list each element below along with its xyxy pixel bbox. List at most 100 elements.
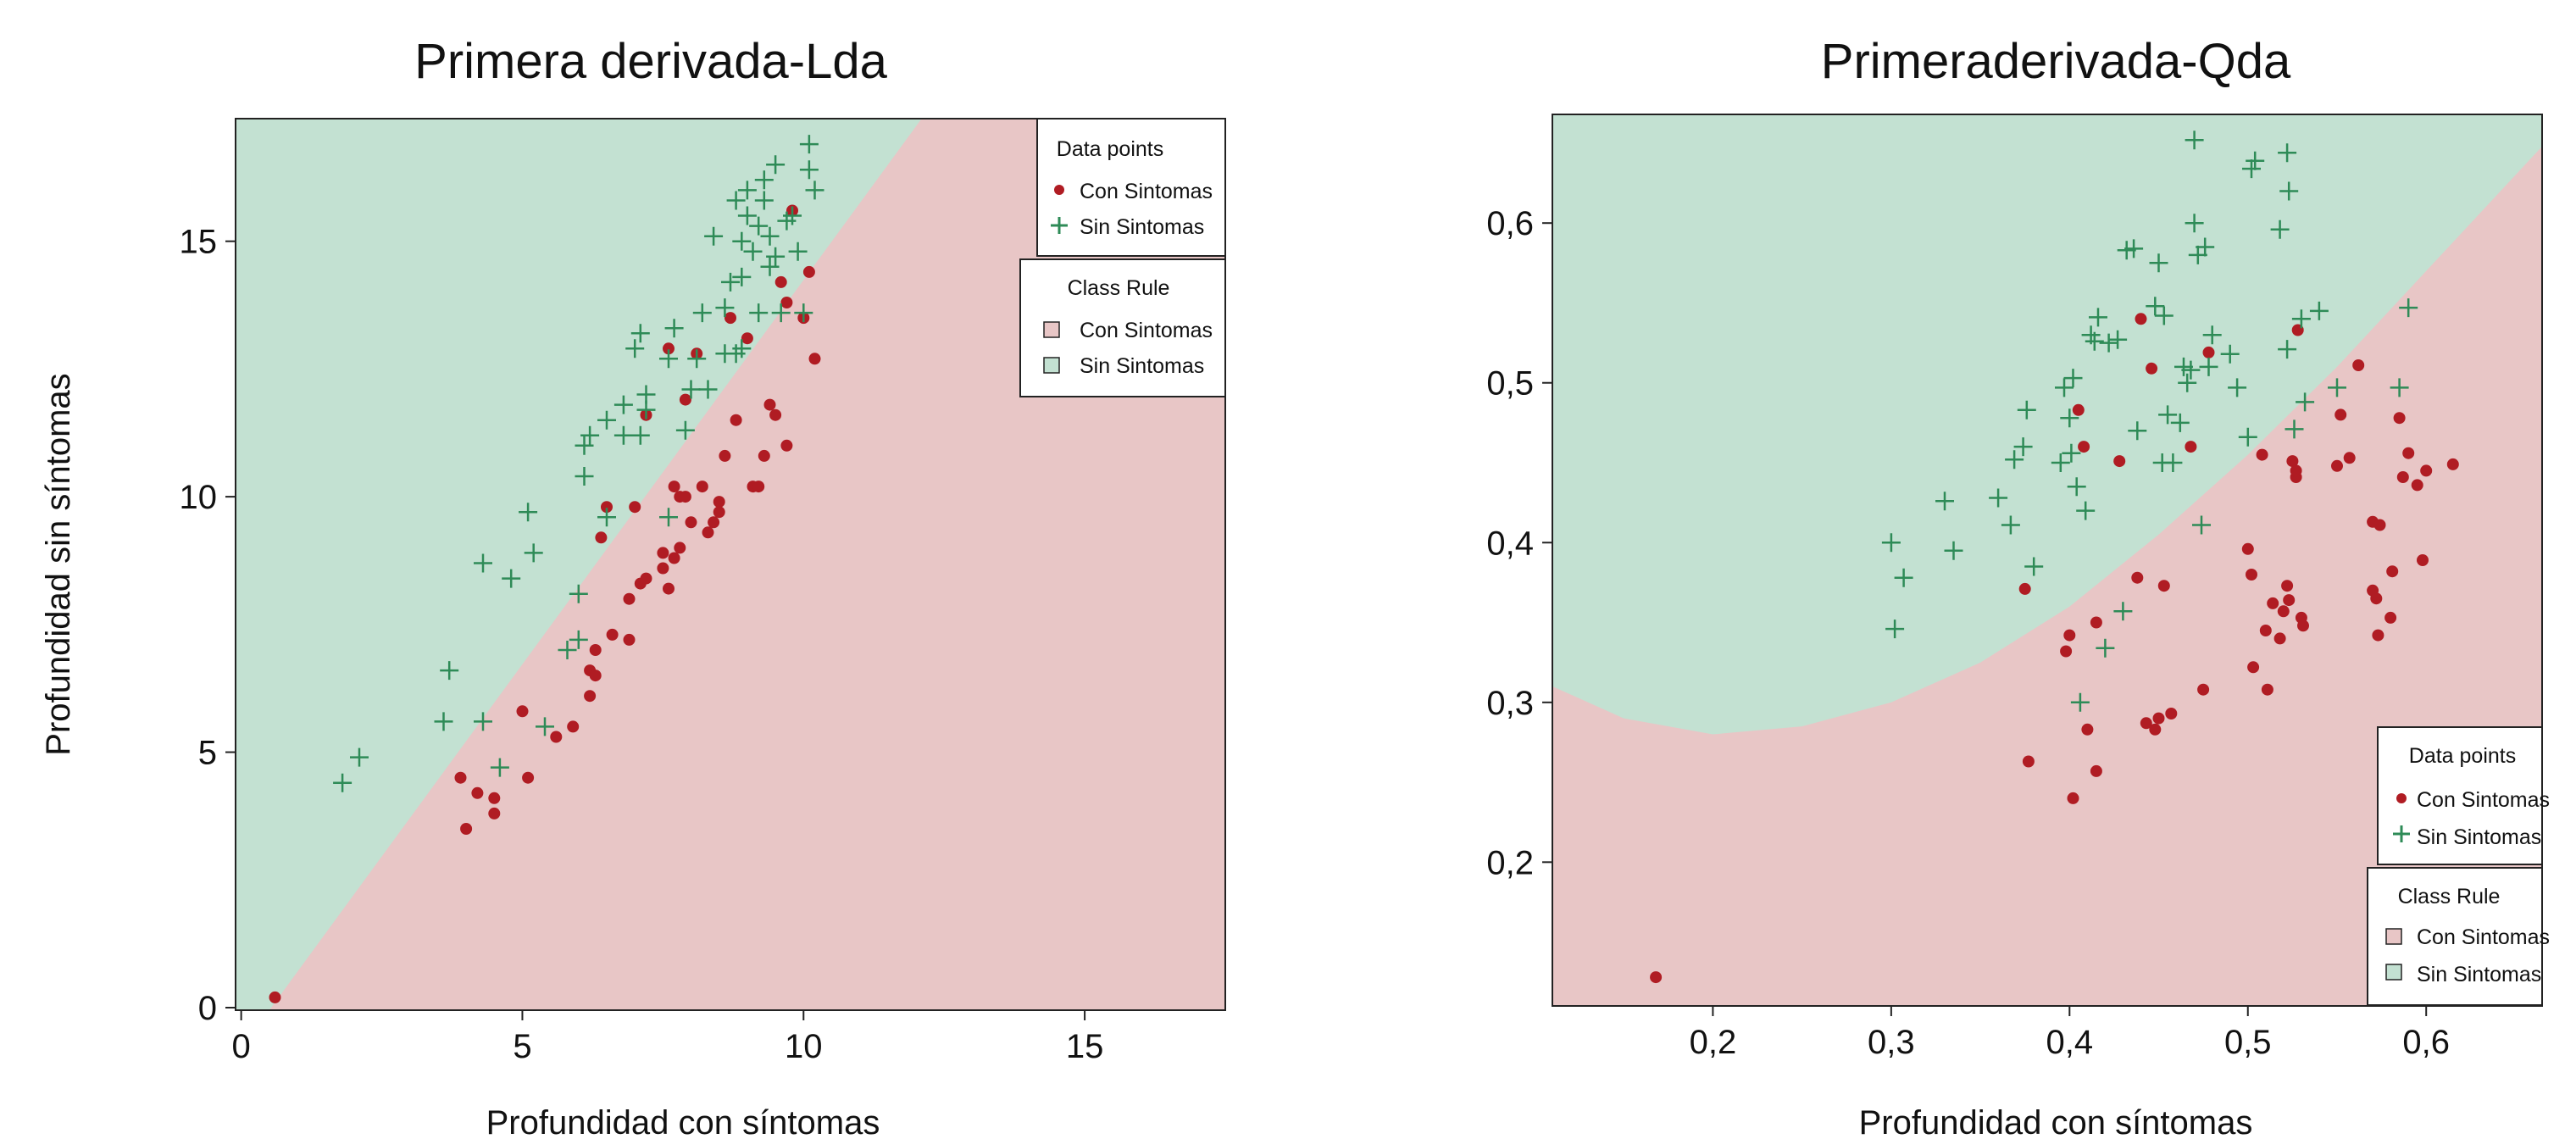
lda-point-sin-27: [659, 508, 678, 527]
qda-point-sin-33: [2158, 405, 2178, 425]
lda-point-sin-0: [333, 773, 353, 792]
lda-point-sin-50: [766, 155, 786, 175]
qda-point-con-54: [2411, 479, 2423, 492]
qda-legend-con-swatch: [2385, 928, 2402, 945]
qda-point-sin-21: [2089, 308, 2107, 327]
qda-point-con-22: [2202, 346, 2215, 358]
qda-point-sin-13: [2060, 408, 2079, 428]
qda-point-sin-46: [2220, 344, 2240, 364]
lda-point-sin-55: [788, 242, 808, 261]
lda-point-sin-22: [630, 324, 650, 343]
lda-point-sin-26: [659, 349, 678, 369]
lda-point-con-0: [269, 991, 281, 1003]
lda-point-con-1: [454, 771, 467, 784]
qda-point-sin-6: [2001, 515, 2020, 535]
qda-point-con-40: [2331, 459, 2343, 472]
lda-point-con-36: [702, 526, 714, 539]
lda-point-sin-29: [675, 420, 695, 440]
qda-point-sin-43: [2196, 237, 2215, 257]
lda-point-con-21: [640, 572, 652, 585]
lda-point-con-14: [595, 531, 608, 544]
qda-point-con-34: [2286, 455, 2299, 468]
lda-point-con-39: [713, 506, 725, 519]
qda-legend-sin-rule-label: Sin Sintomas: [2417, 963, 2541, 986]
lda-point-con-3: [471, 786, 484, 799]
lda-x-tick-label-3: 15: [1066, 1028, 1104, 1065]
qda-y-tick-label-3: 0,5: [1486, 365, 1534, 403]
lda-point-sin-54: [783, 206, 802, 225]
qda-point-con-46: [2370, 592, 2383, 605]
qda-point-con-3: [2060, 645, 2073, 658]
qda-point-sin-40: [2185, 131, 2204, 150]
lda-point-sin-56: [794, 303, 813, 323]
qda-legend-data-points: Data points Con Sintomas Sin Sintomas: [2377, 726, 2550, 865]
qda-point-con-8: [2081, 723, 2094, 736]
lda-point-con-10: [584, 690, 597, 703]
lda-point-con-19: [629, 501, 641, 514]
lda-point-con-12: [589, 644, 602, 656]
qda-point-sin-35: [2170, 413, 2190, 432]
qda-point-sin-56: [2296, 392, 2315, 412]
lda-point-sin-11: [558, 641, 577, 659]
qda-y-tick-label-4: 0,6: [1486, 205, 1534, 242]
lda-point-sin-21: [625, 339, 645, 358]
lda-point-con-25: [663, 582, 675, 595]
lda-legend-sin-swatch: [1043, 357, 1060, 374]
qda-plot-frame: [1552, 114, 2543, 1007]
lda-plot-frame: [235, 118, 1226, 1011]
qda-legend-con-marker: [2396, 793, 2407, 803]
qda-point-con-1: [2018, 582, 2031, 595]
lda-point-sin-44: [749, 303, 769, 323]
qda-point-con-27: [2259, 625, 2272, 636]
lda-point-con-29: [674, 542, 686, 554]
lda-point-sin-32: [698, 380, 718, 399]
qda-point-sin-22: [2096, 638, 2115, 658]
qda-point-sin-30: [2149, 253, 2168, 273]
qda-point-con-30: [2273, 632, 2286, 645]
lda-y-axis-label: Profundidad sin síntomas: [40, 373, 77, 755]
qda-y-tick-label-1: 0,3: [1486, 685, 1534, 722]
qda-legend-con-rule-label: Con Sintomas: [2417, 925, 2550, 949]
qda-point-con-11: [2113, 455, 2126, 468]
lda-point-sin-48: [760, 257, 780, 276]
qda-point-con-10: [2090, 764, 2102, 777]
qda-point-sin-14: [2062, 443, 2081, 463]
lda-point-con-37: [708, 516, 720, 529]
lda-point-sin-41: [737, 206, 757, 225]
lda-legend-sin-rule-label: Sin Sintomas: [1080, 354, 1204, 378]
qda-point-sin-58: [2328, 378, 2346, 397]
qda-point-sin-23: [2099, 333, 2118, 353]
lda-point-sin-52: [771, 303, 791, 323]
lda-point-con-42: [730, 414, 742, 426]
lda-point-sin-33: [704, 226, 724, 246]
qda-point-sin-20: [2085, 331, 2104, 351]
qda-point-con-39: [2297, 620, 2309, 632]
lda-point-sin-59: [805, 181, 824, 200]
qda-title: Primeraderivada-Qda: [1821, 34, 2291, 89]
lda-point-sin-36: [721, 272, 740, 292]
qda-point-con-43: [2352, 359, 2365, 371]
lda-point-sin-5: [474, 712, 492, 731]
lda-point-con-31: [679, 491, 691, 503]
qda-point-con-14: [2140, 717, 2152, 730]
lda-point-con-43: [741, 332, 753, 345]
qda-point-con-53: [2402, 447, 2415, 459]
qda-point-con-13: [2135, 313, 2147, 325]
qda-point-con-4: [2063, 629, 2076, 642]
qda-point-con-26: [2256, 448, 2268, 461]
lda-y-tick-label-0: 0: [198, 990, 217, 1027]
qda-chart: Primeraderivada-Qda 0,2 0,3 0,4 0,5 0,6 0,2 0,…: [1486, 34, 2550, 1139]
lda-point-sin-35: [715, 298, 735, 318]
lda-point-sin-14: [575, 467, 594, 486]
qda-x-tick-label-3: 0,5: [2224, 1024, 2272, 1061]
qda-legend-data-points-title: Data points: [2409, 744, 2516, 768]
lda-point-con-2: [460, 823, 473, 835]
qda-point-con-24: [2246, 569, 2257, 581]
lda-point-sin-39: [732, 267, 752, 286]
qda-point-sin-12: [2055, 378, 2074, 397]
lda-point-con-5: [488, 807, 501, 820]
qda-point-con-42: [2343, 452, 2356, 464]
qda-x-tick-label-0: 0,2: [1690, 1024, 1737, 1061]
qda-point-sin-48: [2238, 427, 2257, 447]
lda-point-sin-1: [350, 747, 369, 767]
